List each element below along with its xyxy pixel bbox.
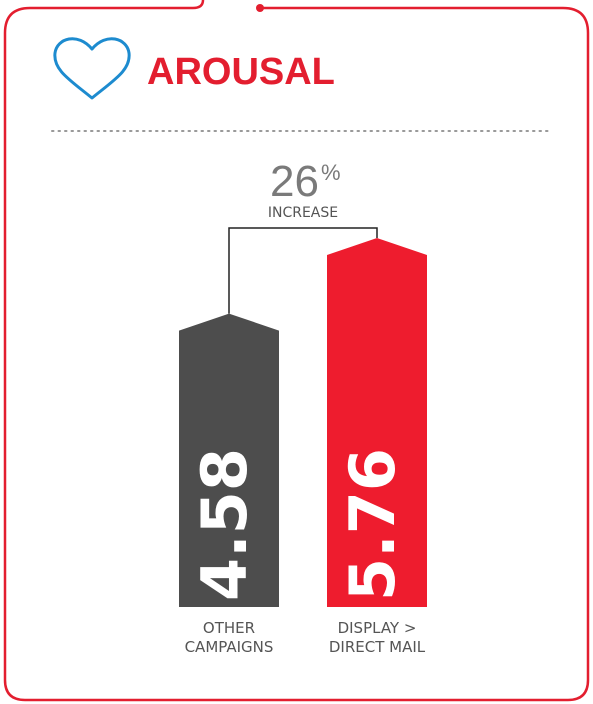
frame xyxy=(3,0,590,702)
annotation-symbol: % xyxy=(321,160,341,185)
heart-icon xyxy=(53,37,131,100)
frame-dot xyxy=(256,4,264,12)
bar xyxy=(327,238,427,607)
category-label: OTHER CAMPAIGNS xyxy=(184,619,274,656)
bar xyxy=(179,313,279,607)
annotation-label: INCREASE xyxy=(268,205,338,221)
chart-title: AROUSAL xyxy=(147,51,335,93)
value-label: 4.58 xyxy=(188,448,261,601)
annotation-number: 26 xyxy=(270,157,319,206)
category-label: DISPLAY > DIRECT MAIL xyxy=(328,619,426,656)
bracket xyxy=(228,227,378,314)
value-label: 5.76 xyxy=(336,448,409,601)
